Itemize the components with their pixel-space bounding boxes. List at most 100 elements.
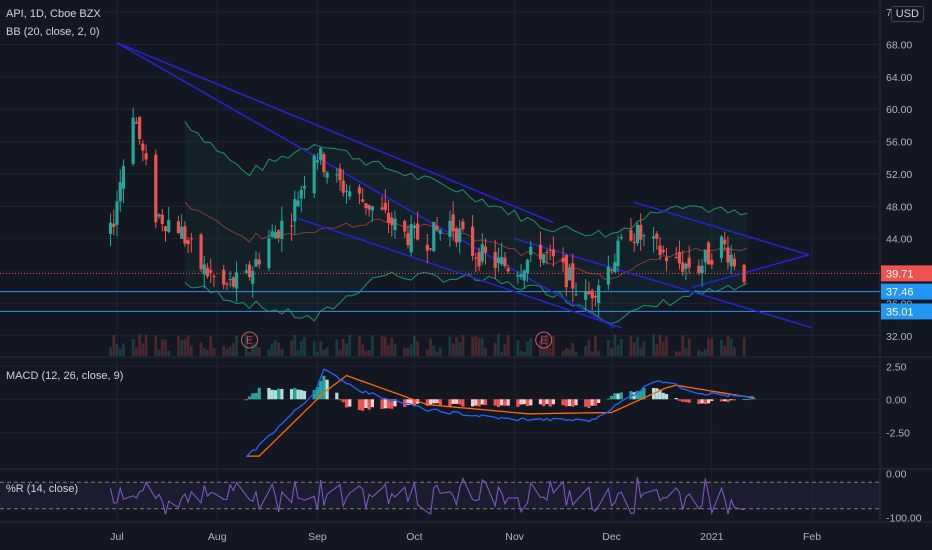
candle[interactable] [710, 253, 714, 269]
candle[interactable] [587, 281, 591, 296]
candle[interactable] [121, 159, 126, 204]
candle[interactable] [525, 258, 530, 282]
candle[interactable] [545, 249, 549, 265]
candle[interactable] [606, 255, 610, 290]
candle[interactable] [386, 199, 391, 234]
candle[interactable] [186, 236, 190, 254]
candle[interactable] [277, 229, 281, 243]
candle[interactable] [629, 218, 633, 242]
candle[interactable] [561, 247, 565, 273]
candle[interactable] [257, 252, 261, 269]
candle[interactable] [108, 213, 113, 247]
candle[interactable] [235, 261, 239, 302]
candle[interactable] [664, 247, 669, 272]
candle[interactable] [380, 196, 384, 211]
candle[interactable] [684, 262, 688, 281]
candle[interactable] [529, 240, 533, 263]
candle[interactable] [674, 246, 678, 260]
candle[interactable] [470, 214, 475, 261]
candle[interactable] [574, 282, 578, 297]
candle[interactable] [477, 247, 481, 271]
earnings-marker[interactable] [535, 331, 553, 349]
candle[interactable] [483, 238, 488, 265]
trendline[interactable] [692, 254, 809, 288]
candle[interactable] [451, 201, 455, 242]
candle[interactable] [652, 227, 656, 253]
candle[interactable] [357, 184, 362, 205]
candle[interactable] [584, 279, 588, 312]
candle[interactable] [251, 266, 255, 298]
candle[interactable] [474, 252, 478, 273]
candle[interactable] [593, 292, 598, 307]
candle[interactable] [412, 221, 416, 239]
candle[interactable] [338, 163, 342, 191]
candle[interactable] [658, 237, 662, 261]
candle[interactable] [319, 146, 323, 165]
candle[interactable] [677, 240, 682, 270]
candle[interactable] [635, 222, 640, 246]
candle[interactable] [454, 226, 459, 248]
candle[interactable] [639, 213, 643, 251]
candle[interactable] [199, 233, 203, 273]
candle[interactable] [267, 229, 271, 272]
candle[interactable] [225, 281, 229, 291]
candle[interactable] [361, 188, 365, 203]
candle[interactable] [393, 210, 397, 239]
candle[interactable] [244, 263, 248, 275]
candle[interactable] [160, 208, 164, 232]
candle[interactable] [299, 185, 303, 213]
candle[interactable] [254, 251, 258, 268]
macd-legend[interactable]: MACD (12, 26, close, 9) [6, 370, 124, 382]
candle[interactable] [687, 245, 691, 274]
trendline[interactable] [297, 217, 622, 329]
candle[interactable] [590, 288, 594, 311]
candle[interactable] [222, 264, 226, 290]
candle[interactable] [500, 242, 504, 266]
candle[interactable] [344, 183, 349, 204]
candle[interactable] [312, 154, 316, 198]
candle[interactable] [503, 252, 507, 269]
candle[interactable] [144, 144, 148, 166]
candle[interactable] [538, 231, 543, 268]
candle[interactable] [425, 233, 429, 264]
candle[interactable] [293, 190, 297, 235]
candle[interactable] [706, 240, 711, 265]
candle[interactable] [231, 276, 235, 289]
candle[interactable] [522, 269, 526, 290]
candle[interactable] [642, 233, 646, 246]
candle[interactable] [435, 217, 439, 232]
currency-badge[interactable]: USD [890, 6, 924, 22]
candle[interactable] [461, 218, 465, 232]
candle[interactable] [322, 152, 326, 177]
candle[interactable] [115, 190, 119, 237]
candle[interactable] [273, 225, 277, 239]
candle[interactable] [506, 264, 510, 274]
candle[interactable] [141, 140, 145, 162]
candle[interactable] [157, 213, 161, 219]
candle[interactable] [542, 253, 546, 265]
candle[interactable] [406, 225, 410, 249]
trendline[interactable] [116, 42, 554, 224]
candle[interactable] [341, 169, 345, 197]
candle[interactable] [661, 245, 665, 255]
candle[interactable] [138, 116, 142, 145]
candle[interactable] [247, 261, 252, 281]
candle[interactable] [364, 203, 368, 215]
candle[interactable] [703, 249, 707, 275]
williams-r-pane[interactable] [0, 476, 880, 515]
candle[interactable] [723, 231, 727, 252]
candle[interactable] [428, 247, 433, 251]
candle[interactable] [202, 255, 206, 289]
candle[interactable] [212, 274, 216, 287]
candle[interactable] [409, 215, 413, 256]
candle[interactable] [134, 117, 138, 124]
candle[interactable] [726, 236, 730, 270]
candle[interactable] [302, 176, 307, 199]
candle[interactable] [154, 149, 158, 229]
candle[interactable] [163, 225, 168, 242]
candle[interactable] [719, 235, 724, 263]
earnings-marker[interactable] [241, 331, 259, 349]
candle[interactable] [315, 152, 320, 171]
